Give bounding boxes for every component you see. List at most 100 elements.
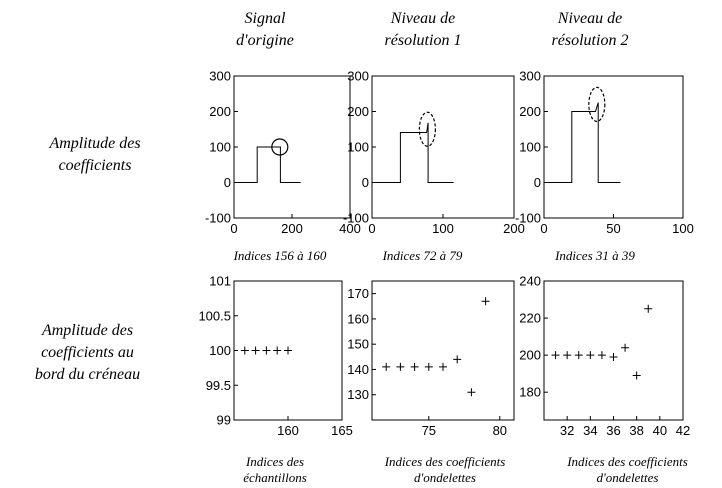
x-tick-label: 100 <box>672 221 694 236</box>
row-label-line: bord du créneau <box>34 366 141 383</box>
data-point-marker <box>632 371 641 380</box>
y-tick-label: 140 <box>347 362 369 377</box>
y-tick-label: 130 <box>347 387 369 402</box>
row-label-edge-amplitude: Amplitude des coefficients au bord du cr… <box>0 320 175 386</box>
y-tick-label: -100 <box>205 211 231 226</box>
column-header-line: Signal <box>244 10 286 27</box>
plot-frame <box>543 75 684 219</box>
x-tick-label: 165 <box>331 423 353 438</box>
row-label-line: Amplitude des <box>49 135 141 152</box>
plot-frame <box>371 280 515 421</box>
plot-frame <box>233 75 351 219</box>
x-tick-label: 38 <box>629 423 643 438</box>
y-tick-label: 101 <box>209 274 231 289</box>
column-header-resolution-2: Niveau de résolution 2 <box>525 8 655 52</box>
data-point-marker <box>240 346 249 355</box>
x-tick-label: 36 <box>606 423 620 438</box>
data-point-marker <box>424 362 433 371</box>
x-tick-label: 40 <box>653 423 667 438</box>
data-point-marker <box>382 362 391 371</box>
x-tick-label: 100 <box>432 221 454 236</box>
data-point-marker <box>396 362 405 371</box>
y-tick-label: 100 <box>209 140 231 155</box>
y-tick-label: -100 <box>515 211 541 226</box>
y-tick-label: 99.5 <box>206 378 231 393</box>
highlight-ellipse <box>418 111 436 147</box>
y-tick-label: 300 <box>347 69 369 84</box>
y-tick-label: 100.5 <box>198 308 231 323</box>
y-tick-label: 220 <box>519 311 541 326</box>
x-tick-label: 0 <box>368 221 375 236</box>
x-tick-label: 75 <box>422 423 436 438</box>
data-point-marker <box>262 346 271 355</box>
y-tick-label: 300 <box>519 69 541 84</box>
data-point-marker <box>586 351 595 360</box>
column-header-line: résolution 2 <box>551 32 629 49</box>
column-header-resolution-1: Niveau de résolution 1 <box>358 8 488 52</box>
signal-line <box>372 122 454 183</box>
data-point-marker <box>284 346 292 355</box>
data-point-marker <box>563 351 572 360</box>
x-tick-label: 200 <box>503 221 525 236</box>
data-point-marker <box>644 304 653 313</box>
x-tick-label: 200 <box>281 221 303 236</box>
y-tick-label: 0 <box>362 175 369 190</box>
signal-line <box>544 102 621 183</box>
x-tick-label: 34 <box>583 423 597 438</box>
column-header-line: Niveau de <box>557 10 623 27</box>
caption-top-3: Indices 31 à 39 <box>555 248 635 263</box>
y-tick-label: 300 <box>209 69 231 84</box>
data-point-marker <box>597 351 606 360</box>
data-point-marker <box>621 343 630 352</box>
caption-line: Indices des <box>245 454 305 469</box>
highlight-circle <box>271 138 289 156</box>
x-tick-label: 32 <box>560 423 574 438</box>
data-point-marker <box>439 362 447 371</box>
data-point-marker <box>574 351 583 360</box>
caption-bottom-3: Indices des coefficients d'ondelettes <box>535 454 720 486</box>
caption-bottom-1: Indices des échantillons <box>215 454 335 486</box>
x-tick-label: 0 <box>230 221 237 236</box>
y-tick-label: 200 <box>209 104 231 119</box>
row-label-line: coefficients <box>58 157 132 174</box>
x-tick-label: 160 <box>277 423 299 438</box>
x-tick-label: 42 <box>676 423 690 438</box>
y-tick-label: 200 <box>519 348 541 363</box>
caption-line: Indices des coefficients <box>384 454 506 469</box>
row-label-line: coefficients au <box>41 344 134 361</box>
data-point-marker <box>273 346 282 355</box>
plot-frame <box>543 280 684 421</box>
row-label-line: Amplitude des <box>41 322 134 339</box>
y-tick-label: 180 <box>519 385 541 400</box>
column-header-original-signal: Signal d'origine <box>210 8 320 52</box>
caption-line: Indices des coefficients <box>567 454 688 469</box>
y-tick-label: 0 <box>224 175 231 190</box>
data-point-marker <box>551 351 560 360</box>
data-point-marker <box>410 362 419 371</box>
caption-line: d'ondelettes <box>414 470 476 485</box>
signal-line <box>234 146 301 183</box>
y-tick-label: 200 <box>519 104 541 119</box>
y-tick-label: 100 <box>209 343 231 358</box>
column-header-line: d'origine <box>236 32 294 49</box>
row-label-coefficient-amplitude: Amplitude des coefficients <box>15 133 175 177</box>
x-tick-label: 0 <box>540 221 547 236</box>
caption-line: d'ondelettes <box>596 470 659 485</box>
y-tick-label: 200 <box>347 104 369 119</box>
data-point-marker <box>609 352 618 361</box>
data-point-marker <box>481 297 490 306</box>
y-tick-label: 170 <box>347 286 369 301</box>
x-tick-label: 80 <box>493 423 507 438</box>
column-header-line: résolution 1 <box>384 32 462 49</box>
y-tick-label: 100 <box>519 140 541 155</box>
plot-frame <box>371 75 515 219</box>
caption-top-1: Indices 156 à 160 <box>233 248 327 263</box>
y-tick-label: 160 <box>347 311 369 326</box>
caption-line: échantillons <box>243 470 307 485</box>
y-tick-label: 240 <box>519 274 541 289</box>
caption-top-2: Indices 72 à 79 <box>382 248 463 263</box>
data-point-marker <box>251 346 260 355</box>
data-point-marker <box>453 355 462 364</box>
x-tick-label: 400 <box>339 221 361 236</box>
